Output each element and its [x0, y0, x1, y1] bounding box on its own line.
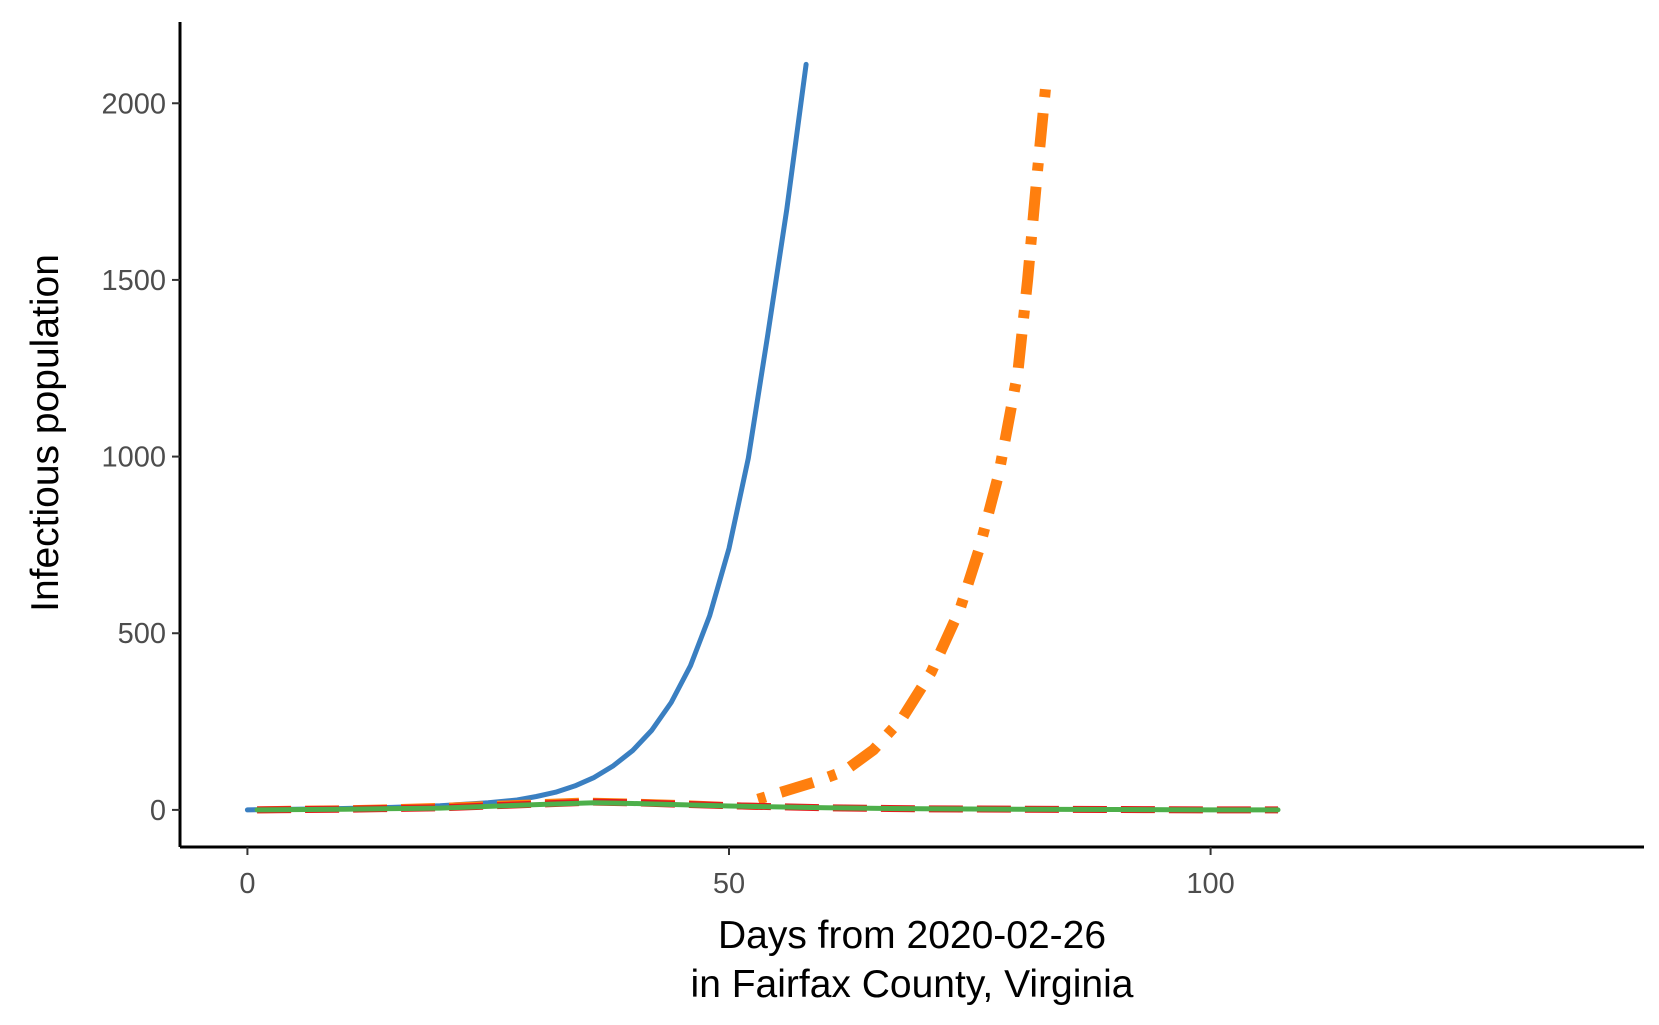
x-tick-label: 100: [1186, 868, 1234, 900]
y-tick-label: 500: [118, 618, 166, 650]
y-tick-label: 1500: [101, 265, 166, 297]
series-line-5: [254, 800, 1281, 813]
axis-layer: [178, 22, 1644, 849]
x-tick-label: 0: [239, 868, 255, 900]
series-layer: [244, 61, 1281, 814]
y-tick-label: 2000: [101, 88, 166, 120]
series-line-1: [244, 61, 809, 813]
y-tick-label: 0: [150, 795, 166, 827]
x-tick-label: 50: [713, 868, 745, 900]
x-axis-title-line-2: in Fairfax County, Virginia: [691, 963, 1134, 1006]
y-axis-title: Infectious population: [24, 254, 67, 612]
x-axis-title-line-1: Days from 2020-02-26: [718, 914, 1106, 957]
y-tick-label: 1000: [101, 442, 166, 474]
series-line-2: [756, 74, 1053, 805]
